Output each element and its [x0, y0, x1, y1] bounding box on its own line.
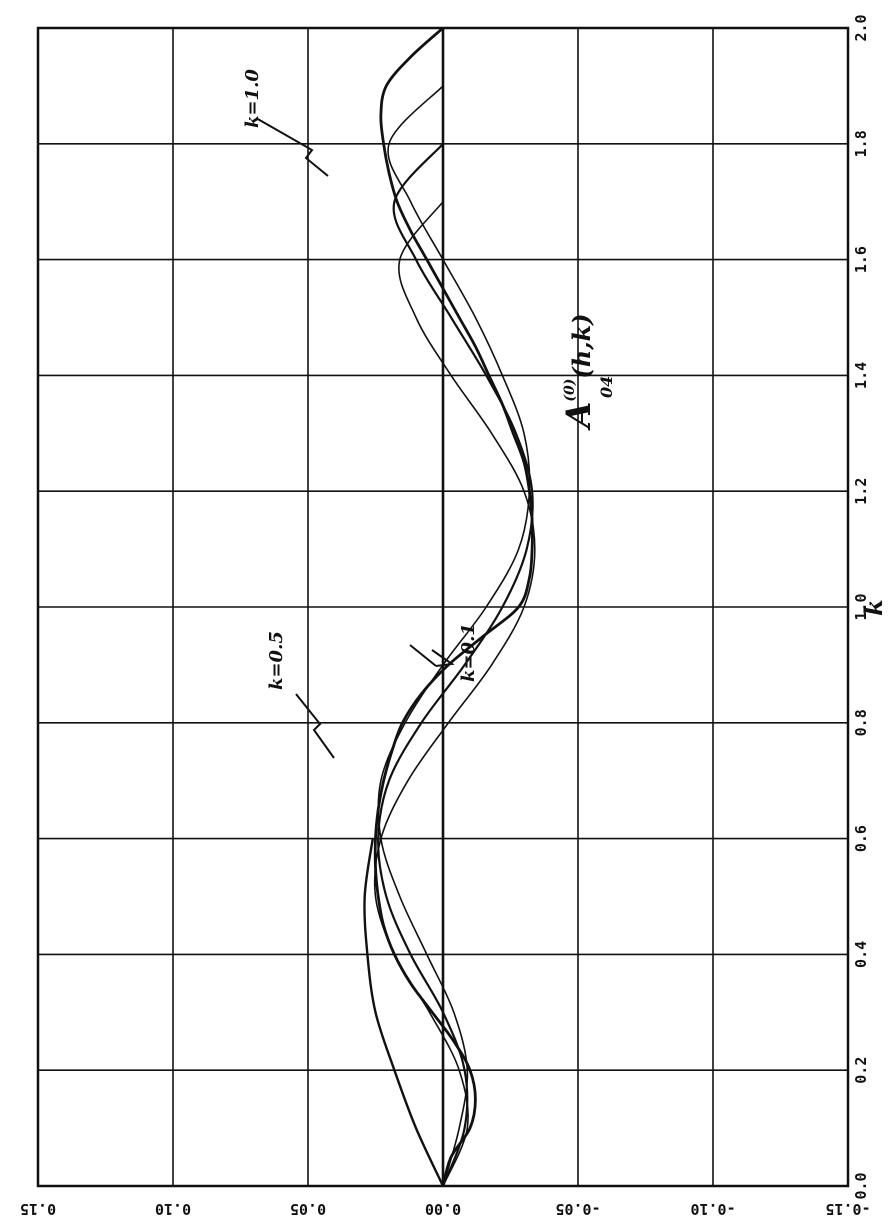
- annotation-k05: k=0.5: [266, 631, 335, 759]
- y-tick-label: 0.00: [425, 1200, 461, 1218]
- x-tick-labels: 0.0 0.2 0.4 0.6 0.8 1.0 1.2 1.4 1.6 1.8 2.0: [852, 14, 870, 1199]
- x-tick-label: 2.0: [852, 14, 870, 41]
- annotation-k1-label: k=1.0: [242, 69, 263, 128]
- annotation-k05-label: k=0.5: [266, 631, 287, 690]
- y-tick-labels: -0.15 -0.10 -0.05 0.00 0.05 0.10 0.15: [20, 1200, 871, 1218]
- annotation-k01-label: k=0.1: [458, 623, 479, 682]
- y-tick-label: -0.05: [555, 1200, 600, 1218]
- y-tick-label: -0.10: [690, 1200, 735, 1218]
- x-tick-label: 0.2: [852, 1057, 870, 1084]
- function-name: A: [559, 402, 599, 431]
- function-label: A(0)(h,k) 04: [559, 313, 616, 431]
- x-tick-label: 0.6: [852, 825, 870, 852]
- y-tick-label: -0.15: [825, 1200, 870, 1218]
- svg-text:A(0)(h,k): A(0)(h,k): [559, 313, 599, 431]
- y-tick-label: 0.05: [290, 1200, 326, 1218]
- annotation-k01-arrow: [409, 644, 455, 667]
- annotation-k05-arrow: [295, 693, 335, 759]
- y-tick-label: 0.15: [20, 1200, 56, 1218]
- series-group: [363, 26, 536, 1187]
- x-tick-label: 1.2: [852, 478, 870, 505]
- annotation-k1-arrow: [255, 117, 329, 177]
- x-tick-label: 1.0: [852, 593, 870, 620]
- series-line-1: [377, 85, 531, 1187]
- series-line-2: [377, 143, 534, 1187]
- x-tick-label: 0.0: [852, 1172, 870, 1199]
- x-tick-label: 0.8: [852, 709, 870, 736]
- y-tick-label: 0.10: [155, 1200, 191, 1218]
- x-tick-label: 0.4: [852, 941, 870, 968]
- x-axis-label: k: [859, 599, 888, 616]
- x-tick-label: 1.8: [852, 130, 870, 157]
- function-superscript: (0): [562, 379, 578, 402]
- x-tick-label: 1.4: [852, 362, 870, 389]
- grid: [36, 26, 850, 1188]
- annotation-k1: k=1.0: [242, 69, 329, 177]
- series-line-4: [363, 838, 445, 1187]
- function-args: (h,k): [567, 313, 596, 378]
- annotation-k01: k=0.1: [409, 623, 479, 682]
- x-tick-label: 1.6: [852, 246, 870, 273]
- series-line-3: [373, 201, 536, 1187]
- function-subscript: 04: [597, 376, 616, 398]
